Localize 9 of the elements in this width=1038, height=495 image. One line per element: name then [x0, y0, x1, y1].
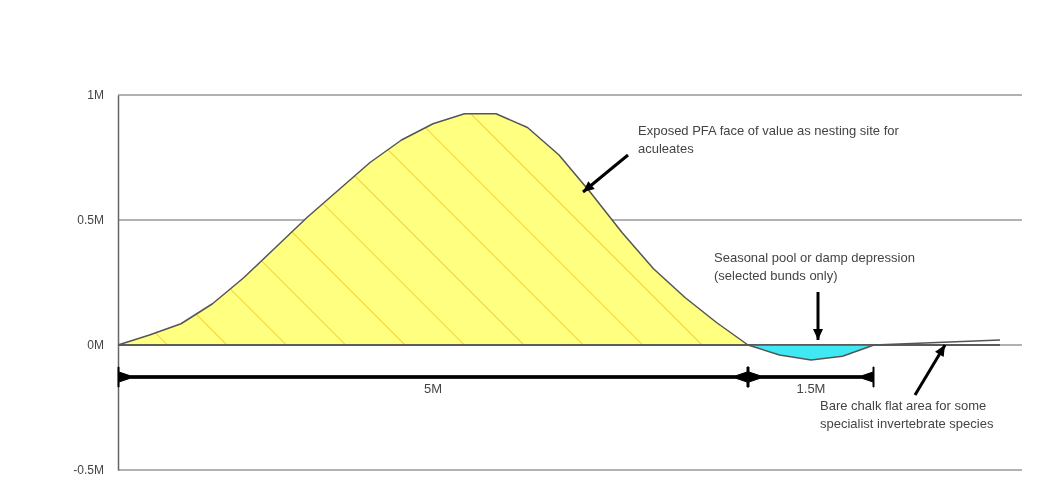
y-tick-label: -0.5M [73, 463, 104, 478]
annotation: Bare chalk flat area for some specialist invertebrate species [820, 398, 994, 431]
y-tick-label: 1M [87, 88, 104, 103]
annotation: 5M [423, 381, 443, 396]
annotation: Exposed PFA face of value as nesting site for aculeates [638, 123, 900, 156]
y-tick-label: 0M [87, 338, 104, 353]
annotation: Seasonal pool or damp depression (selected bunds only) [714, 250, 915, 283]
y-tick-label: 0.5M [77, 213, 104, 228]
annotation: 1.5M [796, 381, 826, 396]
